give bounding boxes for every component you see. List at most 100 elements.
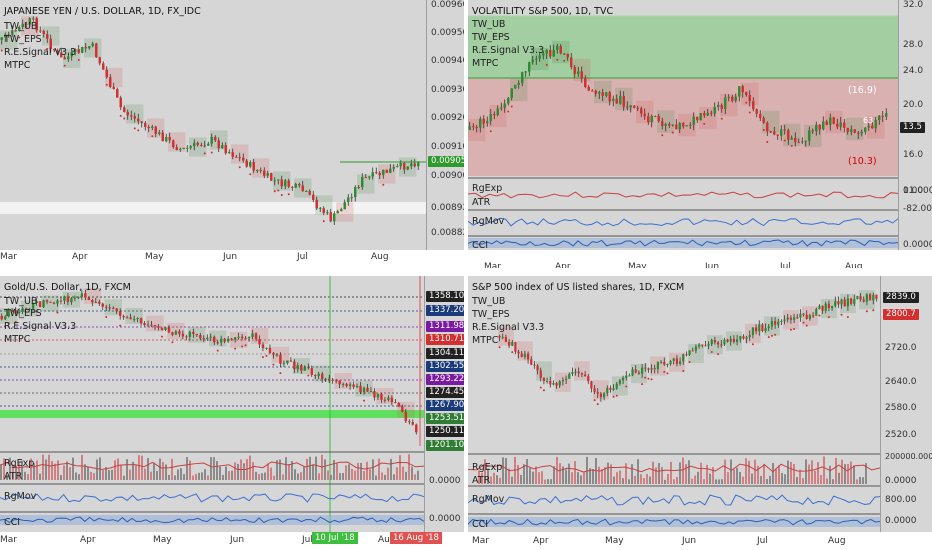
indicator-label[interactable]: MTPC (4, 60, 31, 71)
candle-body (804, 140, 807, 142)
volume-bar (496, 475, 498, 484)
candle-body (87, 297, 91, 301)
chart-title: Gold/U.S. Dollar, 1D, FXCM (4, 282, 131, 293)
candle-body (242, 157, 245, 161)
price-scale[interactable]: 0.009600 0.009500 0.009400 0.009300 0.00… (426, 0, 465, 250)
chart-jpyusd[interactable]: JAPANESE YEN / U.S. DOLLAR, 1D, FX_IDC T… (0, 0, 426, 250)
candle-body (840, 299, 843, 305)
sub-indicator-label[interactable]: CCI (472, 519, 489, 530)
candle-body (111, 307, 115, 309)
candle-body (859, 296, 862, 300)
range-box (678, 113, 696, 137)
price-scale[interactable]: 2839.0 2800.7 2720.0 2640.0 2580.0 2520.… (880, 276, 932, 532)
candle-body (122, 315, 125, 318)
candle-body (723, 339, 726, 345)
indicator-label[interactable]: TW_EPS (472, 309, 510, 320)
candle-body (203, 145, 206, 147)
candle-body (137, 118, 140, 122)
candle-body (716, 342, 720, 345)
candle-body (612, 388, 615, 390)
chart-vix[interactable]: VOLATILITY S&P 500, 1D, TVC TW_UB TW_EPS… (468, 0, 898, 250)
candle-body (280, 179, 283, 187)
candle-body (314, 374, 317, 376)
volume-bar (577, 472, 579, 484)
volume-bar (414, 474, 416, 480)
candle-body (410, 163, 413, 167)
indicator-label[interactable]: R.E.Signal V3.3 (472, 45, 545, 56)
indicator-label[interactable]: TW_UB (4, 296, 38, 307)
volume-bar (15, 465, 17, 480)
signal-dot (489, 130, 492, 133)
candle-body (329, 212, 332, 222)
indicator-label[interactable]: TW_EPS (472, 32, 510, 43)
indicator-label[interactable]: TW_UB (4, 21, 38, 32)
candle-body (593, 388, 596, 392)
candle-body (703, 113, 706, 116)
indicator-label[interactable]: TW_UB (472, 19, 506, 30)
sub-indicator-label[interactable]: ATR (4, 471, 23, 482)
candle-body (25, 23, 28, 25)
volume-bar (571, 472, 573, 484)
sub-indicator-label[interactable]: ATR (472, 475, 491, 486)
candle-body (199, 335, 202, 339)
month-label: Mar (0, 252, 17, 262)
candle-body (500, 107, 503, 109)
candle-body (11, 30, 14, 35)
candle-body (731, 96, 734, 101)
sub-indicator-label[interactable]: RgMov (4, 491, 37, 502)
volume-bar (634, 475, 636, 484)
sub-indicator-label[interactable]: RgMov (472, 494, 505, 505)
sub-indicator-label[interactable]: RgExp (472, 462, 503, 473)
volume-bar (18, 463, 20, 480)
month-label: May (605, 536, 624, 546)
indicator-label[interactable]: TW_UB (472, 296, 506, 307)
candle-body (42, 300, 45, 308)
volume-bar (502, 457, 504, 484)
signal-dot (203, 152, 206, 155)
indicator-label[interactable]: R.E.Signal V3.3 (4, 321, 77, 332)
volume-bar (619, 470, 621, 484)
candle-body (403, 163, 406, 170)
indicator-label[interactable]: MTPC (472, 58, 499, 69)
candle-body (577, 371, 580, 374)
price-scale[interactable]: 1358.10 1337.20 1311.98 1310.71 1304.11 … (424, 276, 465, 532)
price-tick: 24.0 (903, 66, 924, 76)
signal-dot (511, 351, 514, 354)
volume-bar (333, 459, 335, 480)
indicator-label[interactable]: R.E.Signal V3.3 (472, 322, 545, 333)
candle-body (688, 350, 691, 355)
price-tick: 0.009200 (431, 113, 465, 123)
sub-indicator-label[interactable]: RgMov (472, 216, 505, 227)
pane-divider[interactable] (464, 0, 468, 550)
candle-body (710, 339, 713, 345)
candle-body (868, 294, 872, 301)
price-tick: 0.009300 (431, 85, 465, 95)
rgexp-line (468, 463, 880, 473)
sub-indicator-label[interactable]: ATR (472, 197, 491, 208)
candle-body (195, 333, 199, 336)
indicator-label[interactable]: TW_EPS (4, 34, 42, 45)
sub-indicator-label[interactable]: CCI (472, 240, 489, 250)
indicator-label[interactable]: MTPC (4, 334, 31, 345)
price-scale[interactable]: 32.0 28.0 24.0 20.0 16.0 11.0 13.5 0.000… (898, 0, 932, 250)
signal-dot (720, 117, 723, 120)
chart-spx[interactable]: S&P 500 index of US listed shares, 1D, F… (468, 276, 880, 532)
candle-body (720, 344, 723, 346)
candle-body (279, 354, 282, 364)
chart-gold[interactable]: Gold/U.S. Dollar, 1D, FXCM TW_UB TW_EPS … (0, 276, 424, 532)
sub-indicator-label[interactable]: CCI (4, 517, 21, 528)
sub-indicator-label[interactable]: RgExp (4, 458, 35, 469)
pane-divider[interactable] (0, 268, 932, 274)
indicator-label[interactable]: TW_EPS (4, 308, 42, 319)
indicator-label[interactable]: MTPC (472, 335, 499, 346)
candle-body (59, 300, 63, 302)
indicator-label[interactable]: R.E.Signal V3.3 (4, 47, 77, 58)
month-label: Jul (302, 535, 313, 545)
signal-dot (363, 399, 366, 402)
price-tick: 0.009400 (431, 56, 465, 66)
sub-indicator-label[interactable]: RgExp (472, 183, 503, 194)
volume-bar (84, 464, 86, 480)
candle-body (88, 46, 91, 49)
candle-body (468, 126, 471, 130)
volume-bar (9, 457, 11, 480)
